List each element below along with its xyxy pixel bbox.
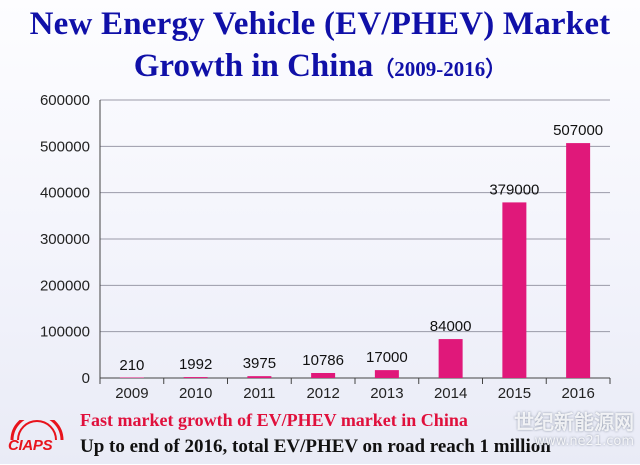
- labels: 0 100000 200000 300000 400000 500000 600000 200…: [40, 92, 603, 402]
- title-main: Growth in China: [133, 48, 374, 84]
- bar: [438, 339, 463, 378]
- data-label: 3975: [243, 355, 276, 372]
- data-label: 10786: [302, 352, 344, 369]
- x-tick-label: 2014: [434, 385, 467, 402]
- title-years: （2009-2016）: [373, 57, 507, 81]
- y-tick-label: 200000: [40, 277, 90, 294]
- axes: [99, 100, 611, 384]
- bar: [566, 143, 591, 378]
- gridlines: [100, 99, 610, 333]
- footer-highlight-text: Fast market growth of EV/PHEV market in …: [80, 410, 468, 430]
- x-tick-label: 2010: [179, 385, 212, 402]
- slide-title-line-2: Growth in China（2009-2016）: [0, 48, 640, 85]
- bar: [247, 376, 272, 378]
- data-label: 84000: [430, 318, 472, 335]
- y-tick-label: 500000: [40, 138, 90, 155]
- y-tick-label: 0: [82, 370, 90, 387]
- data-label: 17000: [366, 349, 408, 366]
- data-label: 210: [119, 357, 144, 374]
- x-tick-label: 2012: [306, 385, 339, 402]
- x-tick-label: 2013: [370, 385, 403, 402]
- x-tick-label: 2016: [561, 385, 594, 402]
- y-tick-label: 400000: [40, 185, 90, 202]
- x-tick-label: 2015: [498, 385, 531, 402]
- y-tick-label: 100000: [40, 324, 90, 341]
- watermark-chinese-text: 世纪新能源网: [514, 410, 634, 434]
- slide-title-line-1: New Energy Vehicle (EV/PHEV) Market: [29, 6, 611, 42]
- data-label: 1992: [179, 356, 212, 373]
- logo-text: CIAPS: [8, 437, 53, 454]
- x-tick-label: 2009: [115, 385, 148, 402]
- y-tick-label: 600000: [40, 92, 90, 109]
- bar: [311, 373, 336, 378]
- bars: [119, 143, 591, 378]
- bar: [183, 377, 208, 378]
- bar: [374, 370, 399, 378]
- data-label: 507000: [553, 122, 603, 139]
- bar: [119, 377, 144, 378]
- footer-summary-text: Up to end of 2016, total EV/PHEV on road…: [80, 436, 551, 457]
- watermark: 世纪新能源网 www.ne21.com: [514, 410, 634, 450]
- watermark-url: www.ne21.com: [534, 434, 634, 449]
- data-label: 379000: [489, 181, 539, 198]
- x-tick-label: 2011: [243, 385, 275, 402]
- y-tick-label: 300000: [40, 231, 90, 248]
- bar: [502, 202, 527, 378]
